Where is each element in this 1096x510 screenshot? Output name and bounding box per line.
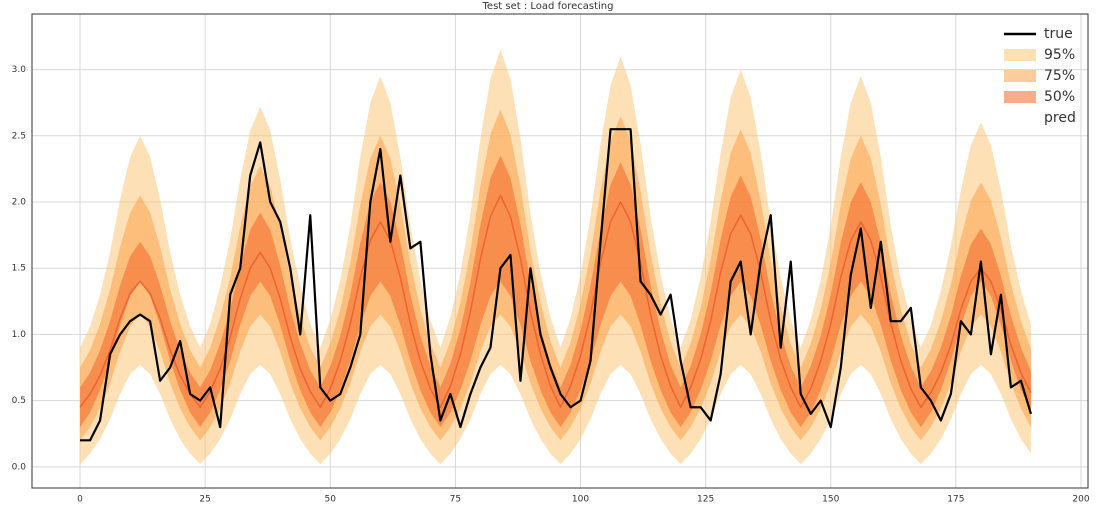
line	[79, 194, 1032, 408]
x-tick-label: 25	[199, 495, 210, 505]
y-tick-label: 0.5	[12, 396, 26, 406]
x-tick-label: 100	[572, 495, 589, 505]
x-tick-label: 125	[697, 495, 714, 505]
x-tick-label: 200	[1072, 495, 1089, 505]
x-tick-label: 175	[947, 495, 964, 505]
legend-label: 95%	[1044, 47, 1075, 63]
y-tick-label: 1.5	[12, 264, 26, 274]
y-tick-label: 1.0	[12, 330, 27, 340]
chart-title: Test set : Load forecasting	[482, 1, 614, 12]
band-area	[80, 155, 1031, 428]
line	[80, 128, 1033, 442]
legend-label: pred	[1044, 110, 1076, 126]
y-tick-label: 2.5	[12, 131, 26, 141]
legend-patch	[1004, 49, 1036, 61]
x-tick-label: 0	[77, 495, 83, 505]
legend: true 95% 75% 50% pred	[1004, 26, 1076, 126]
y-tick-label: 0.0	[12, 462, 27, 472]
legend-label: 50%	[1044, 89, 1075, 105]
x-tick-label: 150	[822, 495, 839, 505]
legend-label: true	[1044, 26, 1073, 42]
plot-frame	[31, 13, 1089, 489]
legend-patch	[1004, 91, 1036, 103]
x-tick-label: 75	[450, 495, 461, 505]
x-tick-label: 50	[325, 495, 337, 505]
y-tick-label: 2.0	[12, 198, 27, 208]
band-area	[80, 109, 1031, 441]
y-tick-label: 3.0	[12, 65, 27, 75]
legend-patch	[1004, 70, 1036, 82]
legend-label: 75%	[1044, 68, 1075, 84]
